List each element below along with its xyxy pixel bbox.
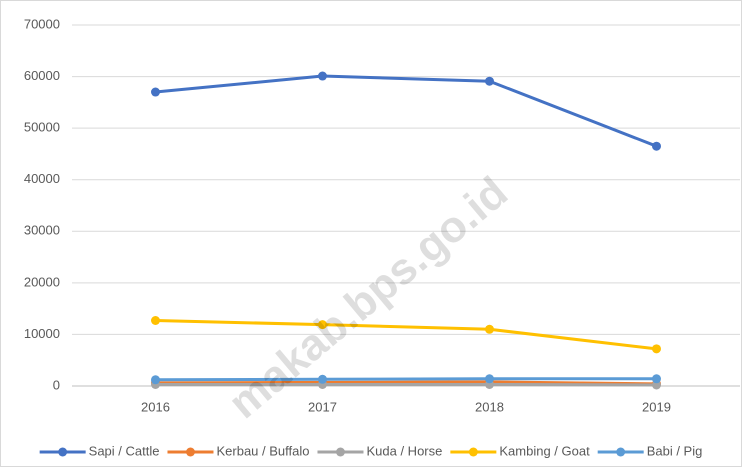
y-tick-label: 0 <box>53 377 60 392</box>
legend-label: Kerbau / Buffalo <box>216 443 309 458</box>
y-tick-label: 60000 <box>24 68 60 83</box>
y-tick-label: 30000 <box>24 223 60 238</box>
data-point <box>652 344 661 354</box>
series-line <box>155 319 657 351</box>
legend-marker <box>335 447 345 457</box>
data-point <box>151 316 160 326</box>
legend-marker <box>58 447 68 457</box>
legend-marker <box>185 447 195 457</box>
series-line <box>155 74 658 148</box>
legend-label: Kuda / Horse <box>366 443 442 458</box>
x-tick-label: 2016 <box>141 399 170 414</box>
x-tick-label: 2017 <box>308 399 337 414</box>
data-point <box>318 320 327 330</box>
legend-item: Sapi / Cattle <box>39 443 160 458</box>
y-tick-label: 70000 <box>24 16 60 31</box>
series-line <box>155 380 657 386</box>
data-point <box>151 87 160 97</box>
data-point <box>652 141 661 151</box>
data-point <box>652 380 661 390</box>
legend-marker <box>468 447 478 457</box>
legend-item: Babi / Pig <box>597 443 703 458</box>
legend-marker <box>616 447 626 457</box>
legend-item: Kambing / Goat <box>450 443 590 458</box>
legend-label: Babi / Pig <box>647 443 703 458</box>
y-tick-label: 20000 <box>24 274 60 289</box>
y-tick-label: 50000 <box>24 120 60 135</box>
data-point <box>151 375 160 385</box>
data-point <box>485 76 494 86</box>
legend: Sapi / Cattle Kerbau / Buffalo Kuda / Hors… <box>39 443 703 458</box>
legend-label: Kambing / Goat <box>499 443 590 458</box>
y-tick-label: 10000 <box>24 326 60 341</box>
legend-item: Kuda / Horse <box>317 443 442 458</box>
data-point <box>318 71 327 81</box>
series-line <box>155 377 657 382</box>
y-tick-label: 40000 <box>24 171 60 186</box>
x-tick-label: 2018 <box>475 399 504 414</box>
x-tick-label: 2019 <box>642 399 671 414</box>
data-point <box>485 324 494 334</box>
data-point <box>485 374 494 384</box>
legend-item: Kerbau / Buffalo <box>167 443 309 458</box>
series-line <box>155 382 657 387</box>
data-point <box>318 374 327 384</box>
data-point <box>652 374 661 384</box>
legend-label: Sapi / Cattle <box>89 443 160 458</box>
